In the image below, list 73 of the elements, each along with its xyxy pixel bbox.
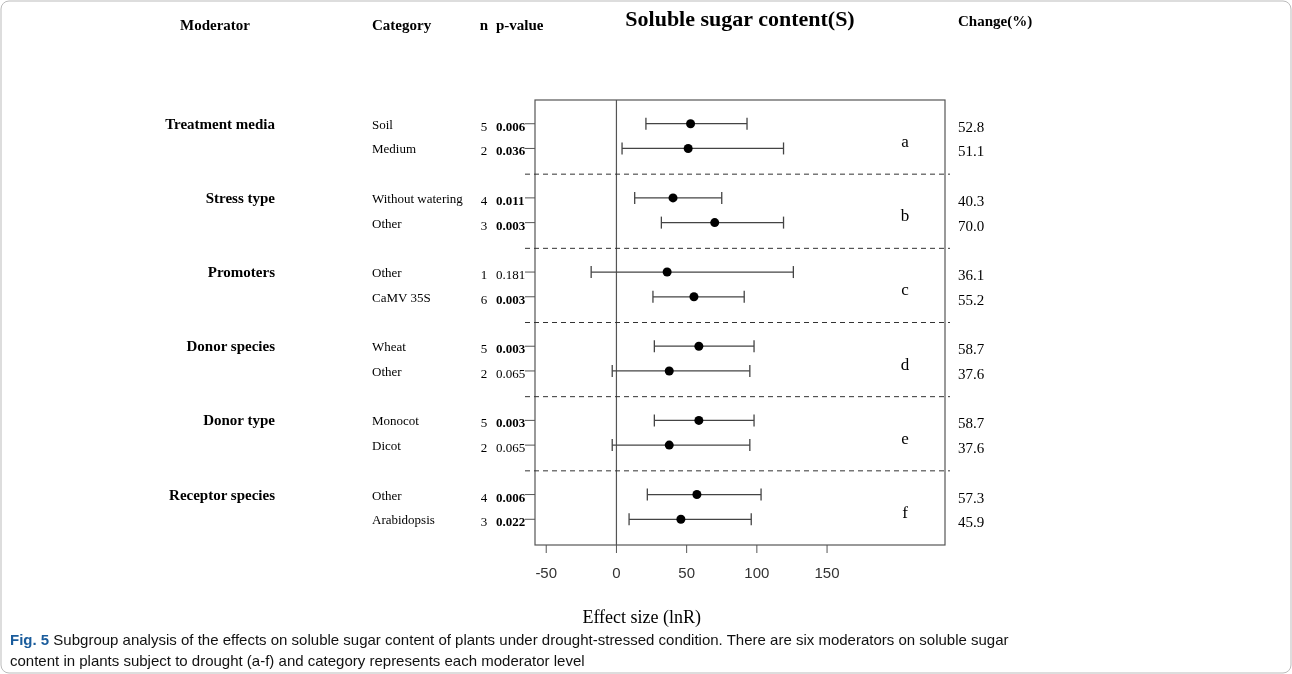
data-label: 52.8 [958,118,985,135]
text: 0.006 [496,118,526,134]
y-tick-label: Other [372,265,403,281]
data-label: 40.3 [958,192,985,209]
text: 0.003 [496,217,526,233]
text: Moderator [180,17,251,33]
annotation: f [902,502,909,522]
y-tick-label: Other [372,363,403,379]
annotation: c [901,280,910,300]
data-label: 55.2 [958,291,985,308]
text: 6 [480,291,488,307]
x-axis-title: Effect size (lnR) [582,607,702,628]
text: 3 [480,514,488,530]
data-label: 36.1 [958,267,985,284]
text: 4 [480,489,488,505]
data-label: 37.6 [958,440,985,457]
annotation: e [901,428,909,448]
data-label: 37.6 [958,365,985,382]
text: 0.003 [496,291,526,307]
text: 2 [480,365,488,381]
data-label: 58.7 [958,415,985,432]
text: Donor species [186,338,276,355]
text: 0.181 [496,267,526,283]
text: 0.036 [496,143,526,159]
x-tick-label: 0 [612,564,621,581]
text: 2 [480,143,488,159]
text: p-value [496,17,544,33]
annotation: d [900,354,910,374]
y-tick-label: Monocot [372,413,420,429]
data-label: 58.7 [958,341,985,358]
text: Change(%) [958,13,1033,30]
y-tick-label: Dicot [372,438,402,454]
y-tick-label: Without watering [372,190,464,206]
chart-title: Soluble sugar content(S) [625,6,855,31]
x-tick-label: 100 [744,564,770,581]
text: 4 [480,192,488,208]
y-tick-label: Arabidopsis [372,512,435,528]
y-tick-label: CaMV 35S [372,289,431,305]
text: Category [372,17,432,33]
y-tick-label: Medium [372,141,417,157]
y-tick-label: Other [372,215,403,231]
text: 0.003 [496,415,526,431]
x-tick-label: 150 [814,564,840,581]
text: Promoters [207,264,276,281]
text: 5 [480,415,488,431]
text: Stress type [205,189,276,206]
text: 0.065 [496,440,526,456]
x-tick-label: -50 [535,564,558,581]
text: 0.011 [496,192,525,208]
data-label: 57.3 [958,489,985,506]
text: 0.022 [496,514,526,530]
text: Donor type [203,412,276,429]
data-label: 70.0 [958,217,985,234]
text: 1 [480,267,488,283]
x-tick-label: 50 [678,564,695,581]
text: Receptor species [169,486,276,503]
text: 5 [480,341,488,357]
annotation: b [900,206,910,226]
annotation: a [901,132,910,152]
y-tick-label: Soil [372,116,394,132]
text: 0.065 [496,365,526,381]
data-label: 45.9 [958,514,985,531]
text: Fig. 5 Subgroup analysis of the effects on soluble sugar content of plants under drought-stressed condition. There are six moderators on soluble sugar content in plants subject to drought (a-f) and category represents each moderator level [10,631,1009,669]
y-tick-label: Other [372,487,403,503]
text: 0.003 [496,341,526,357]
text: 0.006 [496,489,526,505]
data-label: 51.1 [958,143,985,160]
text: Treatment media [165,115,276,132]
text: n [479,17,489,33]
y-tick-label: Wheat [372,339,407,355]
text: 3 [480,217,488,233]
text: 5 [480,118,488,134]
text: 2 [480,440,488,456]
